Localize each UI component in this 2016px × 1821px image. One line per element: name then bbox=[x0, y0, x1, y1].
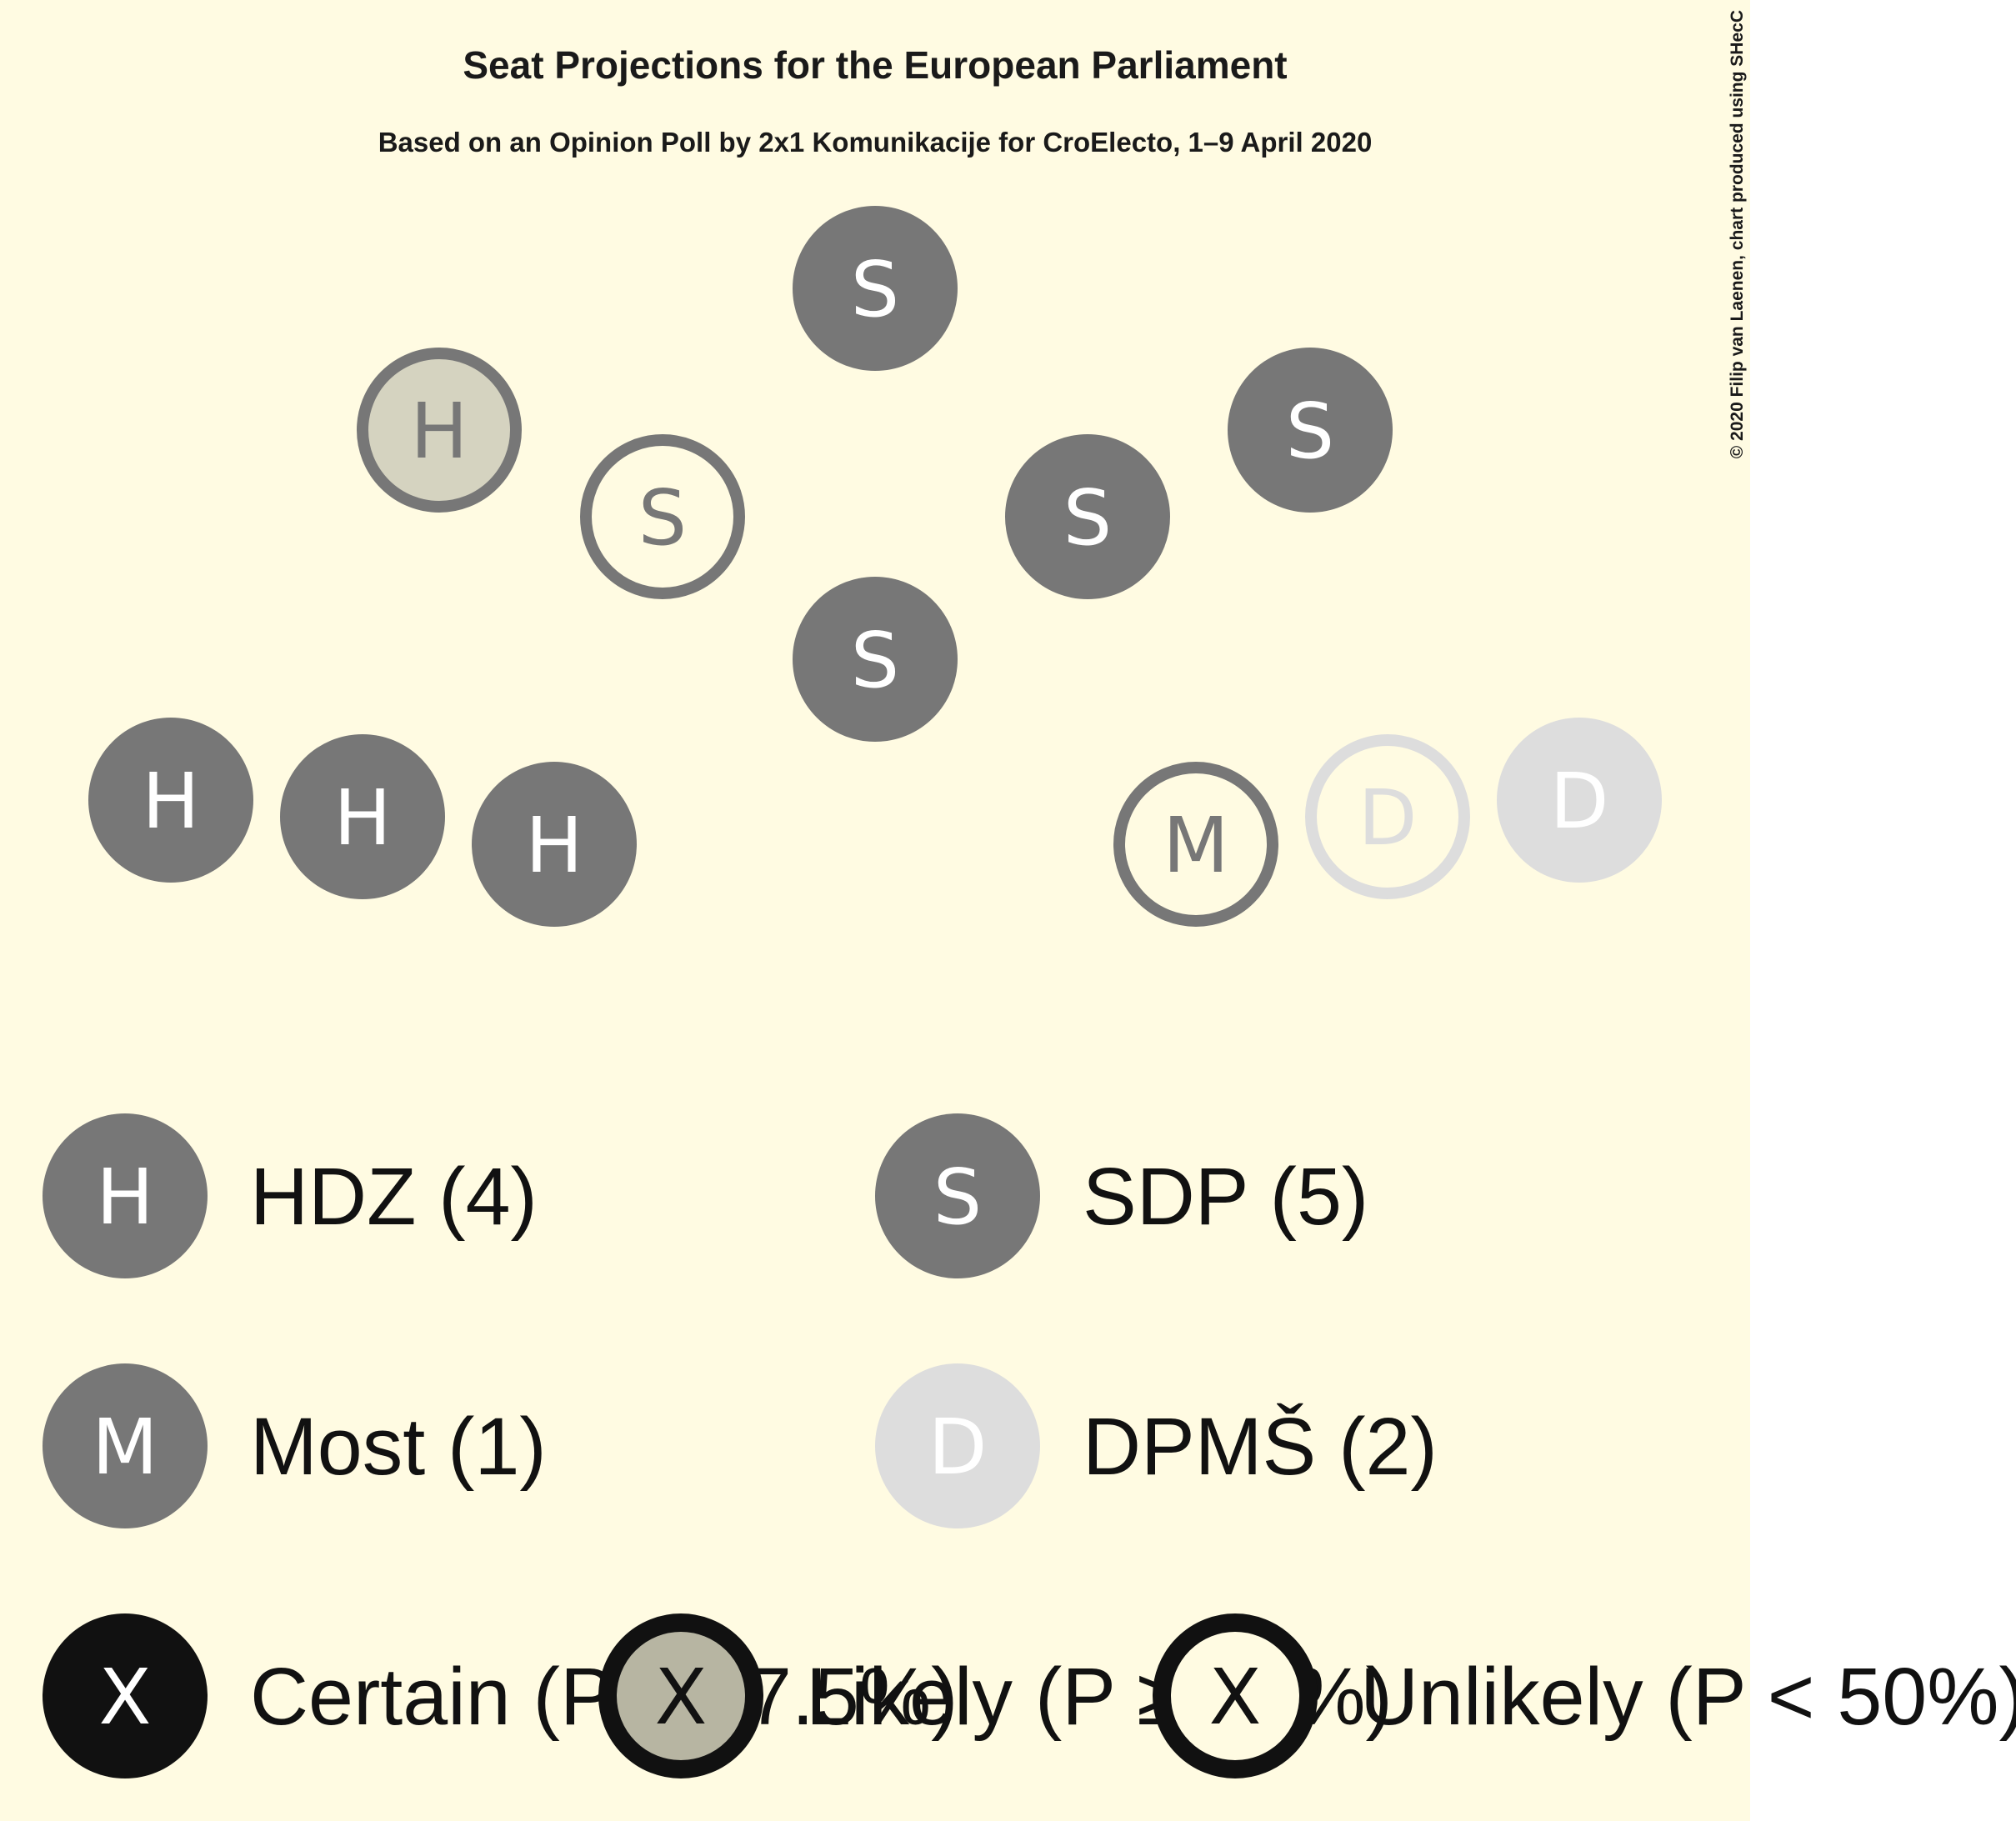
chart-credit: © 2020 Filip van Laenen, chart produced … bbox=[1728, 10, 1747, 458]
seat-hdz-4-letter: H bbox=[410, 387, 468, 476]
seat-hdz-1-letter: H bbox=[142, 757, 199, 846]
seat-most-1-circle bbox=[1113, 762, 1278, 927]
legend-marker-sdp-letter: S bbox=[933, 1153, 982, 1242]
seat-hdz-2-letter: H bbox=[333, 773, 391, 863]
legend: H HDZ (4) S SDP (5)M Most (1) D DPMŠ (2)X Certa… bbox=[43, 1113, 2016, 1778]
seat-hdz-1-circle bbox=[88, 718, 253, 883]
legend-marker-certain: X bbox=[43, 1613, 208, 1778]
seat-hdz-4-circle bbox=[357, 348, 522, 513]
legend-marker-sdp: S bbox=[875, 1113, 1040, 1278]
legend-label-dpms: DPMŠ (2) bbox=[1083, 1401, 1438, 1492]
legend-marker-likely: X bbox=[598, 1613, 763, 1778]
legend-marker-likely-letter: X bbox=[654, 1653, 707, 1742]
seat-sdp-1: S bbox=[793, 206, 958, 371]
seat-hdz-3-circle bbox=[472, 762, 637, 927]
seat-sdp-5-letter: S bbox=[638, 473, 687, 563]
seat-dpms-1-letter: D bbox=[1550, 757, 1609, 846]
seat-hdz-4: H bbox=[357, 348, 522, 513]
legend-marker-unlikely-circle bbox=[1153, 1613, 1318, 1778]
seat-dpms-2-circle bbox=[1305, 734, 1470, 899]
legend-marker-hdz-letter: H bbox=[96, 1153, 153, 1242]
seat-hdz-1: H bbox=[88, 718, 253, 883]
legend-marker-hdz-circle bbox=[43, 1113, 208, 1278]
legend-marker-certain-letter: X bbox=[98, 1653, 151, 1742]
seat-sdp-2-circle bbox=[793, 577, 958, 742]
legend-marker-dpms-circle bbox=[875, 1363, 1040, 1528]
seat-dpms-1: D bbox=[1497, 718, 1662, 883]
legend-marker-most-letter: M bbox=[92, 1403, 158, 1492]
legend-label-unlikely: Unlikely (P < 50%) bbox=[1360, 1651, 2016, 1742]
seat-most-1: M bbox=[1113, 762, 1278, 927]
legend-marker-unlikely: X bbox=[1153, 1613, 1318, 1778]
legend-marker-certain-circle bbox=[43, 1613, 208, 1778]
seat-sdp-1-letter: S bbox=[851, 245, 899, 334]
legend-label-most: Most (1) bbox=[250, 1401, 547, 1492]
seat-hdz-3-letter: H bbox=[525, 801, 583, 890]
chart-subtitle: Based on an Opinion Poll by 2x1 Komunika… bbox=[378, 127, 1373, 158]
seat-hdz-3: H bbox=[472, 762, 637, 927]
seat-sdp-3-letter: S bbox=[1063, 473, 1112, 563]
seat-dpms-1-circle bbox=[1497, 718, 1662, 883]
legend-marker-dpms: D bbox=[875, 1363, 1040, 1528]
legend-marker-unlikely-letter: X bbox=[1208, 1653, 1261, 1742]
seat-hdz-2: H bbox=[280, 734, 445, 899]
seat-sdp-5: S bbox=[580, 434, 745, 599]
seat-dpms-2-letter: D bbox=[1358, 773, 1418, 863]
seat-sdp-4-circle bbox=[1228, 348, 1393, 513]
legend-marker-dpms-letter: D bbox=[928, 1403, 988, 1492]
seat-most-1-letter: M bbox=[1163, 801, 1228, 890]
legend-marker-most-circle bbox=[43, 1363, 208, 1528]
seat-sdp-4-letter: S bbox=[1286, 387, 1334, 476]
seat-sdp-2-letter: S bbox=[851, 616, 899, 705]
seat-sdp-3: S bbox=[1005, 434, 1170, 599]
seat-sdp-1-circle bbox=[793, 206, 958, 371]
legend-marker-sdp-circle bbox=[875, 1113, 1040, 1278]
seat-hdz-2-circle bbox=[280, 734, 445, 899]
seat-dpms-2: D bbox=[1305, 734, 1470, 899]
legend-marker-most: M bbox=[43, 1363, 208, 1528]
legend-label-sdp: SDP (5) bbox=[1083, 1151, 1368, 1242]
legend-label-hdz: HDZ (4) bbox=[250, 1151, 538, 1242]
seat-sdp-5-circle bbox=[580, 434, 745, 599]
chart-title: Seat Projections for the European Parlia… bbox=[463, 43, 1287, 87]
seat-sdp-2: S bbox=[793, 577, 958, 742]
seat-sdp-3-circle bbox=[1005, 434, 1170, 599]
legend-marker-hdz: H bbox=[43, 1113, 208, 1278]
legend-marker-likely-circle bbox=[598, 1613, 763, 1778]
seat-circles: H H H H S S S S S M D D bbox=[88, 206, 1662, 927]
seat-sdp-4: S bbox=[1228, 348, 1393, 513]
